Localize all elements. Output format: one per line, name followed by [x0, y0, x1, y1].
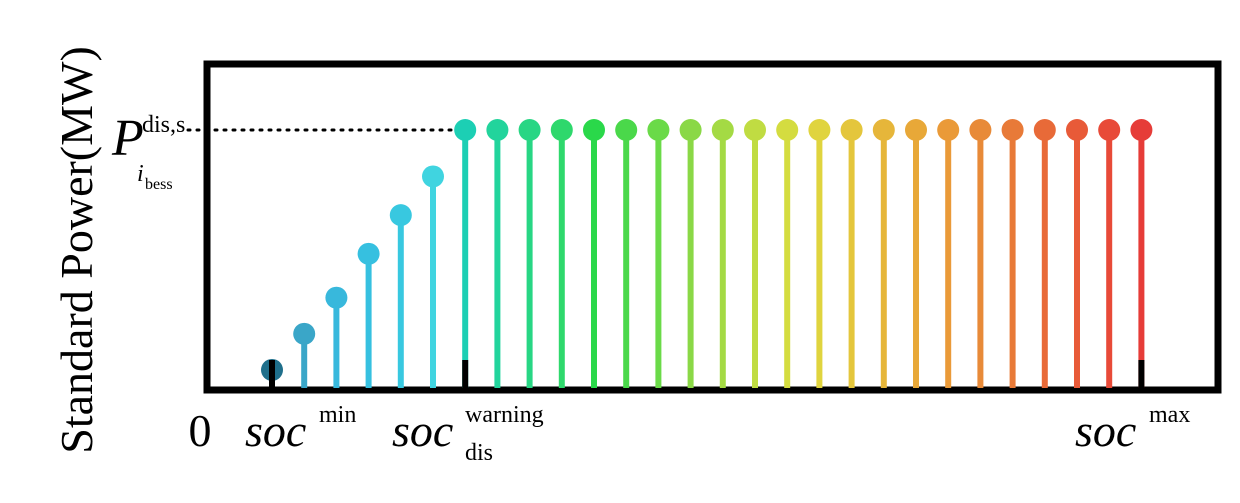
stem-marker-24: [1033, 119, 1056, 141]
stem-marker-16: [776, 119, 799, 141]
stem-marker-3: [357, 242, 380, 265]
soc-warning-sup: warning: [465, 402, 544, 428]
power-level-subsub: bess: [145, 176, 173, 193]
stem-marker-23: [1001, 119, 1024, 141]
soc-min-sup: min: [319, 402, 356, 428]
soc-min-base: soc: [245, 405, 306, 456]
stem-marker-15: [744, 119, 766, 141]
stem-marker-2: [325, 286, 348, 309]
stem-marker-4: [389, 204, 412, 227]
stem-marker-7: [486, 119, 509, 141]
soc-max-sup: max: [1149, 402, 1190, 428]
power-level-sup: dis,s: [142, 112, 185, 138]
stem-marker-14: [711, 119, 734, 141]
stem-marker-6: [454, 119, 477, 141]
stem-marker-19: [872, 119, 895, 141]
soc-warning-base: soc: [392, 405, 453, 456]
y-axis-label: Standard Power(MW): [51, 46, 102, 454]
axis-ticks-group: [269, 360, 1145, 388]
stem-marker-21: [937, 119, 960, 141]
stem-marker-22: [969, 119, 992, 141]
stem-marker-9: [550, 119, 573, 141]
stem-marker-20: [905, 119, 927, 141]
stem-marker-13: [679, 119, 702, 141]
soc-warning-label: soc warning dis: [392, 402, 544, 466]
stem-marker-27: [1130, 119, 1153, 141]
power-level-base: P: [111, 110, 144, 167]
stem-marker-25: [1066, 119, 1088, 141]
stem-marker-11: [615, 119, 638, 141]
stem-marker-10: [583, 119, 605, 141]
stem-marker-5: [422, 165, 444, 188]
stem-marker-1: [293, 322, 316, 345]
soc-max-label: soc max: [1075, 402, 1190, 456]
stem-marker-8: [518, 119, 541, 141]
stem-marker-18: [840, 119, 863, 141]
origin-label: 0: [189, 405, 212, 456]
stems-group: [261, 119, 1153, 388]
soc-min-label: soc min: [245, 402, 356, 456]
power-level-label: P dis,s i bess: [111, 110, 185, 193]
soc-warning-sub: dis: [465, 440, 493, 466]
stem-marker-12: [647, 119, 670, 141]
stem-marker-17: [808, 119, 831, 141]
power-level-sub: i: [137, 161, 144, 187]
soc-max-base: soc: [1075, 405, 1136, 456]
plot-frame: [203, 60, 1222, 394]
stem-marker-26: [1098, 119, 1121, 141]
